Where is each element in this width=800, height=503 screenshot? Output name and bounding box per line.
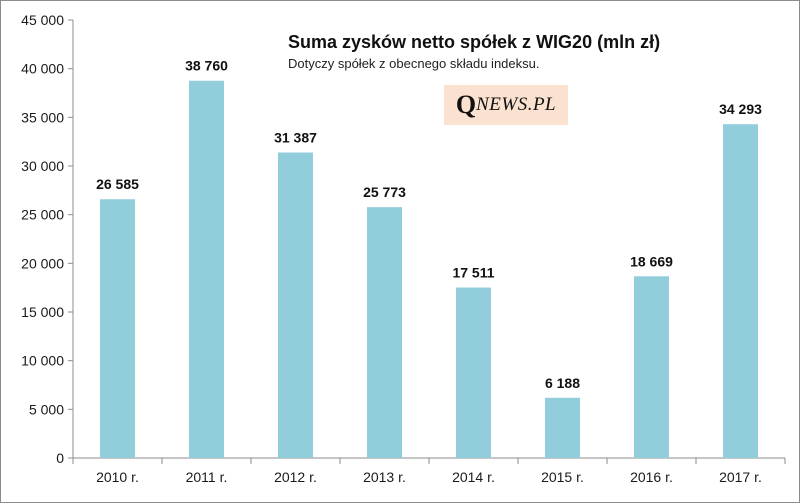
bar xyxy=(634,276,669,458)
x-tick-label: 2010 r. xyxy=(96,469,139,485)
y-tick-label: 15 000 xyxy=(21,304,64,320)
bar xyxy=(723,124,758,459)
logo-q: Q xyxy=(455,90,477,119)
x-tick-label: 2016 r. xyxy=(630,469,673,485)
y-tick-label: 20 000 xyxy=(21,255,64,271)
x-tick-label: 2014 r. xyxy=(452,469,495,485)
x-tick-label: 2015 r. xyxy=(541,469,584,485)
data-label: 6 188 xyxy=(545,375,580,391)
chart-subtitle: Dotyczy spółek z obecnego składu indeksu… xyxy=(288,56,539,71)
bar xyxy=(100,199,135,459)
y-tick-label: 0 xyxy=(56,450,64,466)
bar xyxy=(545,397,580,458)
data-label: 31 387 xyxy=(274,129,317,145)
data-label: 17 511 xyxy=(452,265,494,281)
y-tick-label: 25 000 xyxy=(21,207,64,223)
y-tick-label: 35 000 xyxy=(21,109,64,125)
data-label: 18 669 xyxy=(630,253,673,269)
bar xyxy=(278,152,313,458)
data-label: 38 760 xyxy=(185,58,228,74)
y-tick-label: 45 000 xyxy=(21,12,64,28)
bar xyxy=(189,80,224,459)
bar xyxy=(456,287,491,458)
logo-text: NEWS.PL xyxy=(476,94,557,115)
chart-title: Suma zysków netto spółek z WIG20 (mln zł… xyxy=(288,32,660,52)
y-tick-label: 10 000 xyxy=(21,353,64,369)
data-label: 26 585 xyxy=(96,176,139,192)
y-tick-label: 40 000 xyxy=(21,61,64,77)
y-tick-label: 30 000 xyxy=(21,158,64,174)
x-tick-label: 2013 r. xyxy=(363,469,406,485)
data-label: 34 293 xyxy=(719,101,762,117)
x-tick-label: 2012 r. xyxy=(274,469,317,485)
x-tick-label: 2011 r. xyxy=(186,469,228,485)
data-label: 25 773 xyxy=(363,184,406,200)
y-tick-label: 5 000 xyxy=(29,401,64,417)
x-tick-label: 2017 r. xyxy=(719,469,762,485)
bar xyxy=(367,207,402,458)
qnews-logo: Q NEWS.PL xyxy=(444,85,568,125)
